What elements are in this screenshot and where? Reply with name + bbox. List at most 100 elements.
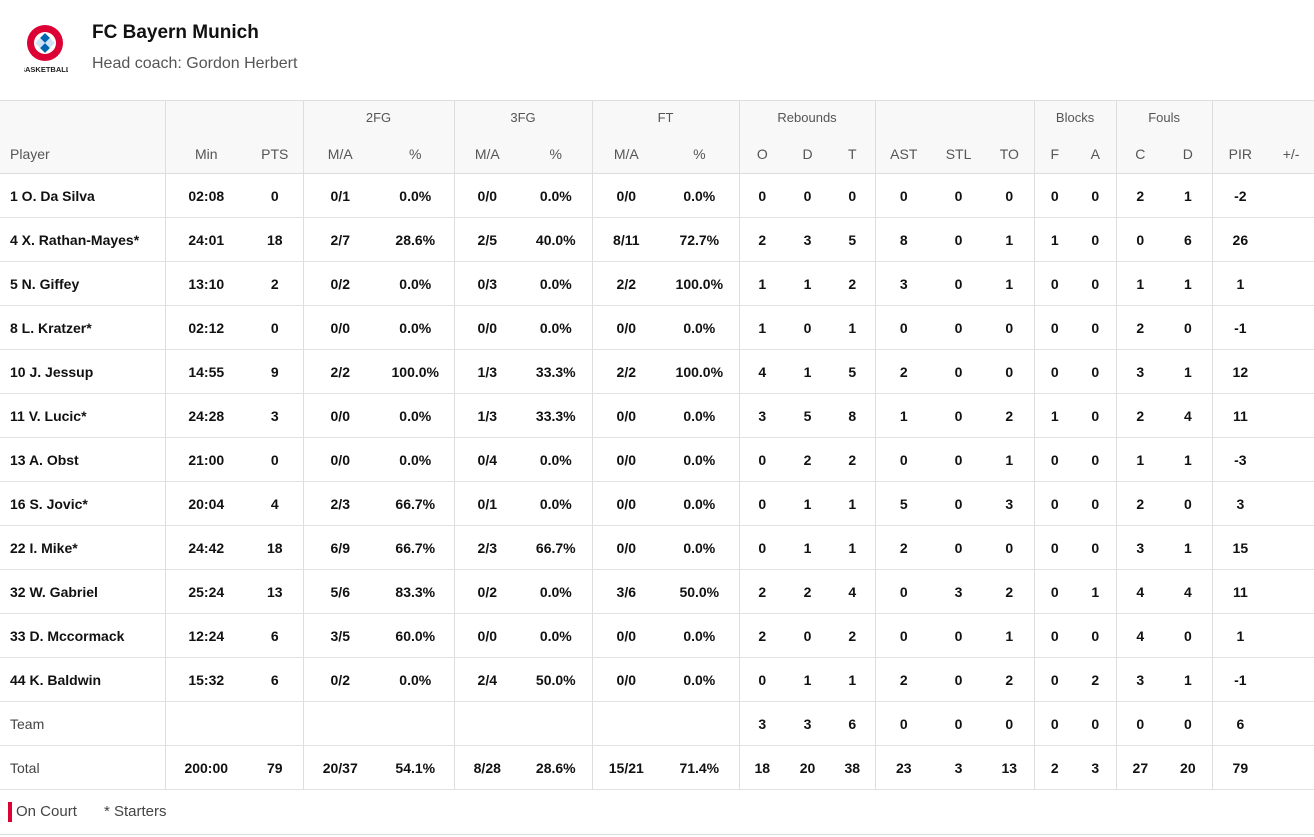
player-row: 11 V. Lucic* 24:28 3 0/0 0.0% 1/3 33.3% 0/0 0.0%… bbox=[0, 393, 1314, 438]
stat-cell: 3 bbox=[932, 745, 986, 790]
stat-cell: 0 bbox=[932, 349, 986, 394]
stat-cell: 0/4 bbox=[453, 437, 521, 482]
stat-cell: 0/0 bbox=[591, 393, 661, 438]
stat-cell: 1 bbox=[830, 481, 876, 526]
stat-cell: 2 bbox=[738, 569, 786, 614]
stat-cell: 0.0% bbox=[377, 261, 455, 306]
column-header: M/A bbox=[591, 134, 661, 174]
stat-cell: 0 bbox=[874, 437, 933, 482]
stat-cell: 0/0 bbox=[453, 613, 521, 658]
stat-cell: 3 bbox=[785, 217, 831, 262]
stat-cell: 2 bbox=[738, 613, 786, 658]
stat-cell: 12:24 bbox=[164, 613, 247, 658]
stat-cell: 2/7 bbox=[302, 217, 377, 262]
stat-cell: 0/0 bbox=[453, 173, 521, 218]
stat-cell: 0 bbox=[874, 569, 933, 614]
stat-cell: 0.0% bbox=[660, 481, 740, 526]
stat-cell: 3 bbox=[785, 701, 831, 746]
stat-cell: 3/5 bbox=[302, 613, 377, 658]
stat-cell: 1 bbox=[985, 217, 1035, 262]
stat-cell: 23 bbox=[874, 745, 933, 790]
stat-cell: 0 bbox=[785, 613, 831, 658]
stat-cell: 1/3 bbox=[453, 349, 521, 394]
player-name: 13 A. Obst bbox=[0, 437, 165, 482]
player-row: 44 K. Baldwin 15:32 6 0/2 0.0% 2/4 50.0% 0/0 0.0… bbox=[0, 657, 1314, 702]
stat-cell: 0.0% bbox=[660, 393, 740, 438]
stat-cell: 18 bbox=[738, 745, 786, 790]
stat-cell: 1/3 bbox=[453, 393, 521, 438]
stat-cell: 1 bbox=[1211, 613, 1269, 658]
stat-cell bbox=[1268, 613, 1314, 658]
stat-cell bbox=[164, 701, 247, 746]
stat-cell: 6 bbox=[1164, 217, 1213, 262]
stat-cell: 5 bbox=[785, 393, 831, 438]
column-header: F bbox=[1033, 134, 1076, 174]
stat-cell: 3 bbox=[1115, 525, 1165, 570]
stat-cell: 0/0 bbox=[591, 525, 661, 570]
player-name: Total bbox=[0, 745, 165, 790]
column-header: % bbox=[520, 134, 593, 174]
stat-cell: 2 bbox=[1115, 393, 1165, 438]
stat-cell: 100.0% bbox=[660, 349, 740, 394]
stat-cell: 4 bbox=[1115, 569, 1165, 614]
player-name: 22 I. Mike* bbox=[0, 525, 165, 570]
stat-cell: 0 bbox=[738, 437, 786, 482]
group-header-row: 2FG 3FG FT Rebounds Blocks Fouls bbox=[0, 100, 1314, 134]
group-header: 2FG bbox=[302, 100, 455, 134]
stat-cell: 0 bbox=[1075, 349, 1117, 394]
player-name: Team bbox=[0, 701, 165, 746]
stat-cell: 0 bbox=[1075, 305, 1117, 350]
stat-cell: 4 bbox=[1115, 613, 1165, 658]
stat-cell: 0 bbox=[1075, 701, 1117, 746]
stat-cell: 24:28 bbox=[164, 393, 247, 438]
stat-cell bbox=[302, 701, 377, 746]
stat-cell: 1 bbox=[1211, 261, 1269, 306]
group-header bbox=[874, 100, 1035, 134]
column-header: TO bbox=[985, 134, 1035, 174]
stat-cell: 25:24 bbox=[164, 569, 247, 614]
stat-cell: 02:08 bbox=[164, 173, 247, 218]
stat-cell: 54.1% bbox=[377, 745, 455, 790]
stat-cell: 3 bbox=[985, 481, 1035, 526]
stat-cell: 2 bbox=[830, 613, 876, 658]
on-court-label: On Court bbox=[16, 803, 77, 820]
stat-cell: 1 bbox=[1164, 349, 1213, 394]
stat-cell: 1 bbox=[1164, 525, 1213, 570]
stat-cell: 0/1 bbox=[302, 173, 377, 218]
player-name: 4 X. Rathan-Mayes* bbox=[0, 217, 165, 262]
stat-cell: 02:12 bbox=[164, 305, 247, 350]
column-header-row: Player Min PTS M/A% M/A% M/A% O D T AST STL TO F A C D P… bbox=[0, 134, 1314, 174]
stat-cell: 0 bbox=[830, 173, 876, 218]
stat-cell: 33.3% bbox=[520, 393, 593, 438]
stat-cell: 2 bbox=[1115, 305, 1165, 350]
stat-cell: 0 bbox=[1075, 173, 1117, 218]
column-header: M/A bbox=[302, 134, 377, 174]
stat-cell: 0.0% bbox=[520, 481, 593, 526]
stat-cell: 28.6% bbox=[377, 217, 455, 262]
stat-cell: 1 bbox=[785, 261, 831, 306]
stat-cell: 0.0% bbox=[520, 569, 593, 614]
stat-cell bbox=[660, 701, 740, 746]
stat-cell: 21:00 bbox=[164, 437, 247, 482]
stat-cell: 20/37 bbox=[302, 745, 377, 790]
stat-cell: 3 bbox=[1115, 349, 1165, 394]
stat-cell bbox=[1268, 393, 1314, 438]
player-row: 5 N. Giffey 13:10 2 0/2 0.0% 0/3 0.0% 2/2 100.0%… bbox=[0, 261, 1314, 306]
stat-cell: 20:04 bbox=[164, 481, 247, 526]
stat-cell: 0.0% bbox=[660, 525, 740, 570]
column-header: AST bbox=[874, 134, 933, 174]
stat-cell: 0 bbox=[1164, 613, 1213, 658]
stat-cell: 0 bbox=[1033, 261, 1076, 306]
stat-cell: 2 bbox=[985, 657, 1035, 702]
stat-cell: 79 bbox=[247, 745, 303, 790]
stat-cell bbox=[1268, 657, 1314, 702]
stat-cell bbox=[1268, 305, 1314, 350]
stat-cell: 0 bbox=[874, 701, 933, 746]
column-header: Min bbox=[164, 134, 247, 174]
stat-cell: 0 bbox=[247, 437, 303, 482]
stat-cell bbox=[1268, 173, 1314, 218]
stat-cell: 0 bbox=[874, 305, 933, 350]
stat-cell: 0 bbox=[738, 481, 786, 526]
stat-cell: 0/2 bbox=[453, 569, 521, 614]
